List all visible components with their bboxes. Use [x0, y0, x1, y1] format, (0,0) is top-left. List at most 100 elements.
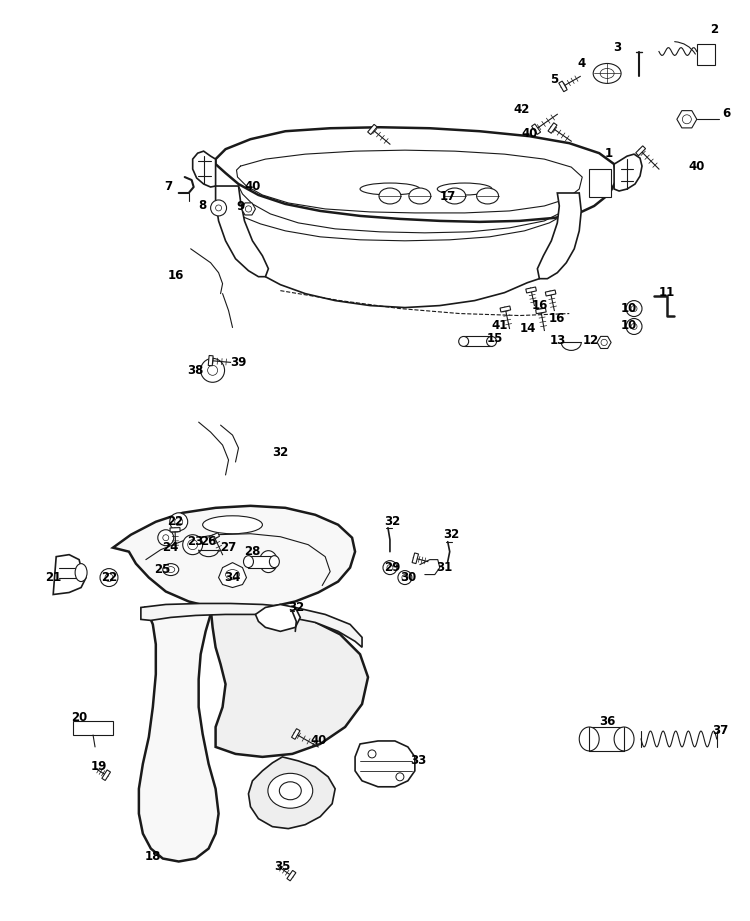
Text: 10: 10 [621, 319, 638, 332]
Text: 14: 14 [519, 322, 536, 335]
Circle shape [215, 205, 221, 211]
Text: 21: 21 [45, 571, 62, 584]
Circle shape [188, 540, 198, 550]
Circle shape [387, 565, 393, 571]
Text: 36: 36 [599, 715, 615, 728]
Text: 32: 32 [272, 446, 289, 459]
Polygon shape [287, 870, 296, 880]
Ellipse shape [593, 64, 621, 84]
Polygon shape [355, 741, 415, 787]
Polygon shape [218, 563, 247, 588]
Text: 31: 31 [436, 561, 453, 574]
Text: 3: 3 [613, 41, 621, 54]
Text: 15: 15 [486, 332, 502, 345]
Circle shape [211, 200, 226, 216]
Polygon shape [636, 146, 646, 156]
Circle shape [158, 530, 174, 545]
Circle shape [682, 115, 692, 123]
Text: 18: 18 [145, 850, 161, 863]
Text: 16: 16 [167, 269, 184, 282]
Polygon shape [412, 553, 419, 564]
Text: 32: 32 [288, 601, 304, 614]
Polygon shape [292, 729, 300, 740]
Text: 30: 30 [400, 571, 416, 584]
Polygon shape [538, 193, 581, 279]
Polygon shape [597, 336, 611, 348]
Text: 11: 11 [658, 286, 675, 299]
Text: 40: 40 [244, 180, 261, 192]
Polygon shape [532, 124, 541, 134]
Text: 13: 13 [549, 334, 566, 347]
Text: 10: 10 [621, 302, 638, 315]
Polygon shape [500, 306, 511, 312]
Polygon shape [211, 608, 368, 757]
Polygon shape [53, 554, 86, 594]
Text: 12: 12 [583, 334, 599, 347]
Circle shape [183, 535, 203, 554]
Polygon shape [141, 603, 362, 647]
Circle shape [105, 574, 113, 581]
Circle shape [175, 518, 183, 526]
Bar [697, 43, 715, 65]
Text: 41: 41 [491, 319, 508, 332]
Circle shape [601, 339, 608, 345]
Text: 23: 23 [188, 535, 204, 548]
Bar [590, 169, 611, 197]
Circle shape [368, 750, 376, 758]
Circle shape [170, 513, 188, 530]
Circle shape [402, 575, 408, 580]
Circle shape [208, 366, 218, 376]
Ellipse shape [166, 566, 175, 573]
Text: 4: 4 [577, 57, 585, 70]
Text: 19: 19 [91, 761, 107, 774]
Text: 28: 28 [244, 545, 261, 558]
Circle shape [245, 205, 251, 212]
Text: 35: 35 [274, 860, 290, 873]
Circle shape [163, 535, 169, 541]
Polygon shape [248, 757, 335, 829]
Text: 9: 9 [236, 201, 244, 214]
Polygon shape [209, 356, 213, 366]
Ellipse shape [600, 68, 614, 78]
Ellipse shape [379, 188, 401, 204]
Text: 37: 37 [712, 725, 729, 738]
Circle shape [383, 561, 397, 575]
Text: 6: 6 [722, 107, 730, 120]
Text: 16: 16 [549, 312, 566, 325]
Polygon shape [113, 506, 355, 610]
Text: 40: 40 [310, 734, 326, 748]
Ellipse shape [226, 569, 239, 579]
Polygon shape [215, 186, 268, 276]
Circle shape [100, 568, 118, 587]
Text: 39: 39 [230, 356, 247, 369]
Ellipse shape [269, 555, 279, 567]
Polygon shape [545, 290, 556, 296]
Text: 8: 8 [199, 200, 207, 213]
Circle shape [201, 358, 224, 382]
Ellipse shape [579, 727, 599, 751]
Text: 7: 7 [165, 180, 172, 192]
Polygon shape [548, 122, 557, 134]
Ellipse shape [487, 336, 496, 346]
Polygon shape [677, 111, 697, 128]
Text: 24: 24 [163, 542, 179, 554]
Polygon shape [614, 154, 642, 191]
Ellipse shape [476, 188, 499, 204]
Ellipse shape [360, 183, 420, 195]
Bar [248, 555, 274, 567]
Polygon shape [242, 203, 256, 215]
Text: 16: 16 [531, 299, 548, 312]
Circle shape [396, 773, 404, 781]
Polygon shape [209, 532, 220, 541]
Ellipse shape [437, 183, 492, 195]
Ellipse shape [244, 555, 254, 567]
Text: 5: 5 [550, 73, 559, 86]
Text: 33: 33 [410, 754, 426, 767]
Circle shape [398, 571, 412, 585]
Text: 17: 17 [440, 191, 456, 204]
Text: 20: 20 [71, 710, 87, 724]
Text: 32: 32 [384, 515, 400, 529]
Polygon shape [536, 308, 546, 314]
Ellipse shape [75, 564, 87, 581]
Text: 34: 34 [224, 571, 241, 584]
